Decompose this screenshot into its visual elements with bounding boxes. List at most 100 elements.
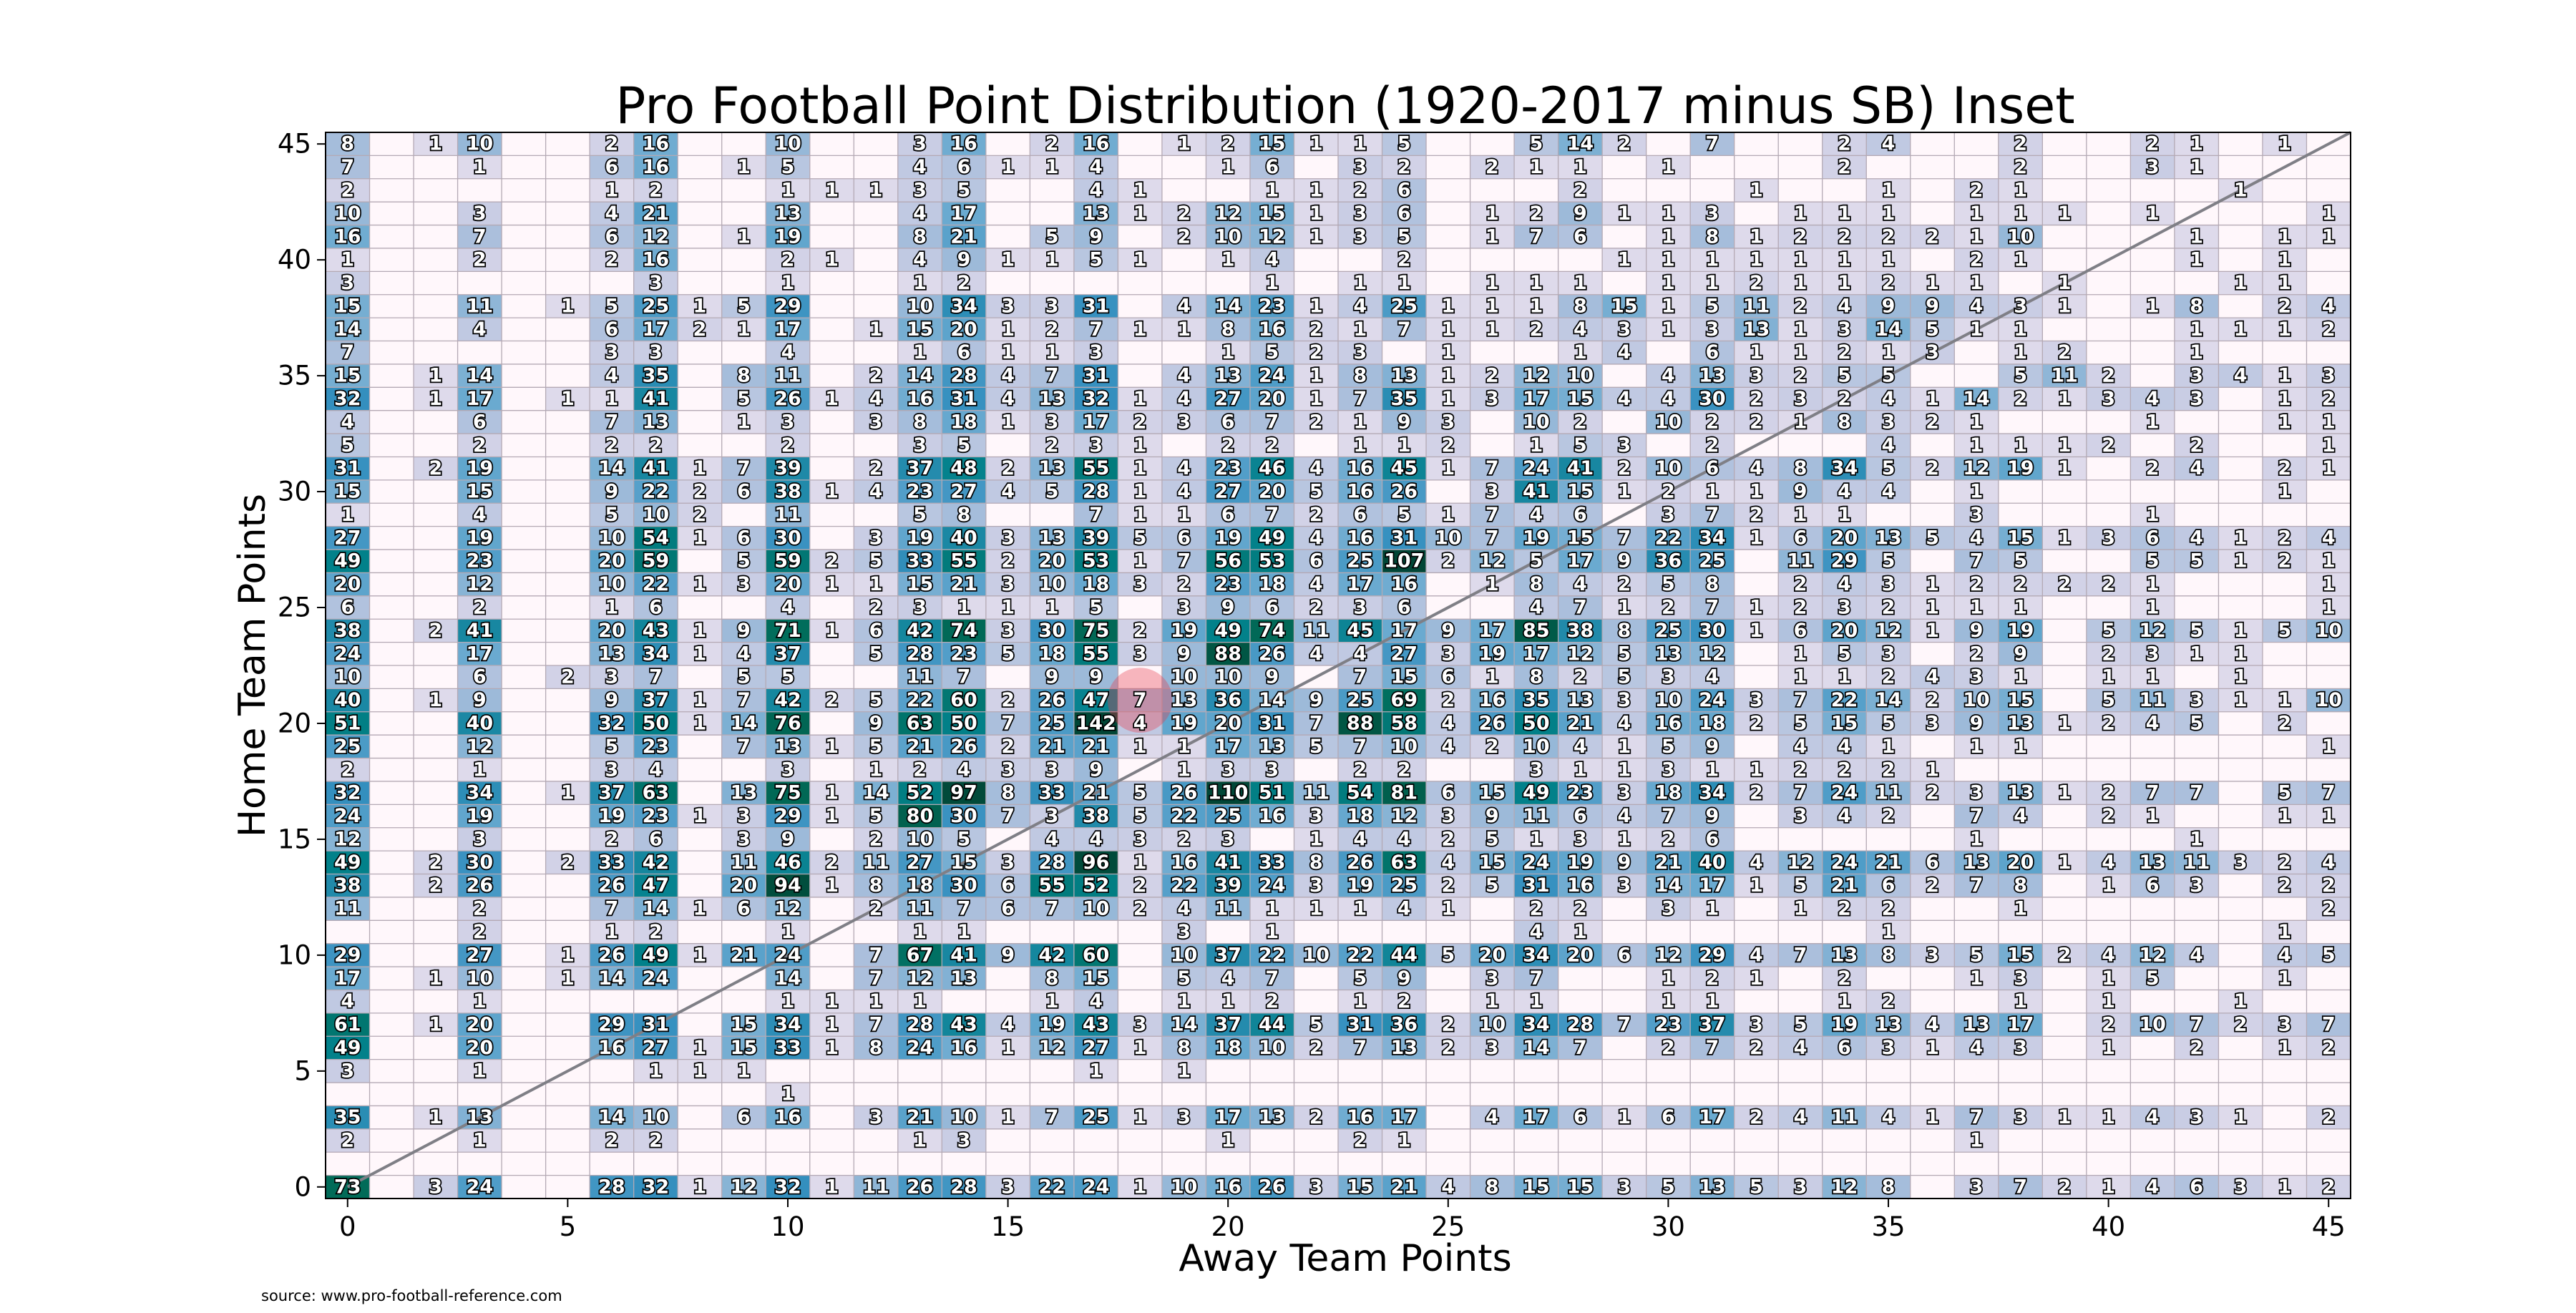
heatmap-cell: [326, 735, 370, 758]
heatmap-cell: [2174, 1175, 2219, 1199]
heatmap-cell: [1954, 781, 1999, 805]
cell-value-label: 2: [1397, 990, 1411, 1012]
heatmap-cell: [721, 874, 766, 897]
cell-value-label: 2: [1838, 898, 1851, 920]
heatmap-cell: [1866, 920, 1911, 944]
cell-value-label: 3: [1001, 527, 1015, 549]
cell-value-label: 3: [2190, 388, 2203, 410]
heatmap-cell: [2306, 1105, 2351, 1129]
cell-value-label: 11: [1523, 805, 1550, 827]
heatmap-cell: [985, 897, 1030, 921]
cell-value-label: 85: [1523, 620, 1550, 642]
cell-value-label: 1: [2322, 202, 2336, 225]
heatmap-cell: [1161, 781, 1206, 805]
heatmap-cell: [1822, 804, 1867, 828]
heatmap-cell: [2042, 1175, 2087, 1199]
cell-value-label: 2: [869, 898, 883, 920]
cell-value-label: 37: [774, 643, 801, 665]
cell-value-label: 10: [2315, 620, 2342, 642]
cell-value-label: 4: [2146, 388, 2160, 410]
cell-value-label: 3: [1794, 805, 1807, 827]
heatmap-cell: [1734, 758, 1779, 781]
heatmap-cell: [1910, 1105, 1955, 1129]
heatmap-cell: [1778, 735, 1823, 758]
cell-value-label: 49: [1259, 527, 1286, 549]
cell-value-label: 2: [1662, 828, 1675, 850]
cell-value-label: 55: [1083, 457, 1110, 479]
cell-value-label: 4: [649, 758, 663, 781]
cell-value-label: 1: [429, 1014, 442, 1036]
heatmap-cell: [1118, 711, 1162, 736]
cell-value-label: 2: [1177, 225, 1191, 248]
cell-value-label: 25: [1655, 620, 1682, 642]
heatmap-cell: [1338, 1036, 1382, 1060]
cell-value-label: 1: [341, 249, 354, 271]
cell-value-label: 4: [1574, 318, 1587, 341]
cell-value-label: 1: [1309, 225, 1323, 248]
cell-value-label: 20: [2007, 851, 2034, 874]
cell-value-label: 2: [1794, 758, 1807, 781]
cell-value-label: 3: [2322, 365, 2336, 387]
cell-value-label: 1: [1001, 156, 1015, 178]
cell-value-label: 2: [693, 504, 707, 526]
cell-value-label: 1: [1617, 828, 1631, 850]
cell-value-label: 5: [1838, 365, 1851, 387]
cell-value-label: 1: [693, 898, 707, 920]
cell-value-label: 1: [1221, 249, 1235, 271]
heatmap-cell: [1514, 897, 1558, 921]
heatmap-cell: [854, 967, 898, 990]
cell-value-label: 8: [1045, 967, 1059, 990]
cell-value-label: 54: [1347, 782, 1374, 804]
cell-value-label: 5: [1045, 481, 1059, 503]
heatmap-cell: [1998, 804, 2043, 828]
cell-value-label: 10: [1523, 736, 1550, 758]
heatmap-cell: [766, 758, 810, 781]
heatmap-cell: [766, 711, 810, 736]
x-tick-label: 35: [1871, 1211, 1905, 1242]
heatmap-cell: [1249, 874, 1294, 897]
cell-value-label: 16: [950, 1037, 977, 1059]
cell-value-label: 7: [1309, 712, 1323, 734]
cell-value-label: 5: [737, 295, 751, 317]
cell-value-label: 2: [1353, 758, 1367, 781]
cell-value-label: 3: [2014, 295, 2027, 317]
heatmap-cell: [2218, 1105, 2263, 1129]
heatmap-cell: [457, 711, 502, 736]
cell-value-label: 1: [1309, 133, 1323, 155]
cell-value-label: 7: [1265, 411, 1279, 433]
cell-value-label: 3: [2014, 1106, 2027, 1128]
cell-value-label: 1: [2234, 1106, 2248, 1128]
cell-value-label: 3: [1441, 411, 1455, 433]
cell-value-label: 1: [1177, 1060, 1191, 1082]
heatmap-cell: [1206, 735, 1250, 758]
cell-value-label: 2: [2102, 805, 2115, 827]
cell-value-label: 5: [1045, 225, 1059, 248]
cell-value-label: 1: [1353, 434, 1367, 457]
heatmap-cell: [766, 920, 810, 944]
cell-value-label: 2: [2322, 388, 2336, 410]
heatmap-cell: [1206, 827, 1250, 851]
cell-value-label: 1: [869, 179, 883, 201]
heatmap-cell: [809, 688, 854, 712]
cell-value-label: 5: [869, 805, 883, 827]
cell-value-label: 12: [1390, 805, 1418, 827]
cell-value-label: 1: [473, 1060, 487, 1082]
heatmap-cell: [1690, 851, 1735, 874]
heatmap-cell: [1602, 758, 1646, 781]
cell-value-label: 13: [2007, 712, 2034, 734]
heatmap-cell: [1249, 1105, 1294, 1129]
cell-value-label: 14: [467, 365, 494, 387]
heatmap-cell: [1161, 1105, 1206, 1129]
cell-value-label: 35: [334, 1106, 361, 1128]
cell-value-label: 8: [1529, 573, 1543, 595]
heatmap-cell: [897, 990, 942, 1013]
cell-value-label: 3: [781, 758, 795, 781]
heatmap-cell: [1602, 1012, 1646, 1037]
heatmap-cell: [1690, 1105, 1735, 1129]
cell-value-label: 14: [598, 1106, 625, 1128]
cell-value-label: 15: [1347, 1176, 1374, 1198]
cell-value-label: 3: [1485, 388, 1499, 410]
cell-value-label: 1: [869, 318, 883, 341]
cell-value-label: 20: [1259, 388, 1286, 410]
cell-value-label: 42: [1038, 944, 1065, 966]
